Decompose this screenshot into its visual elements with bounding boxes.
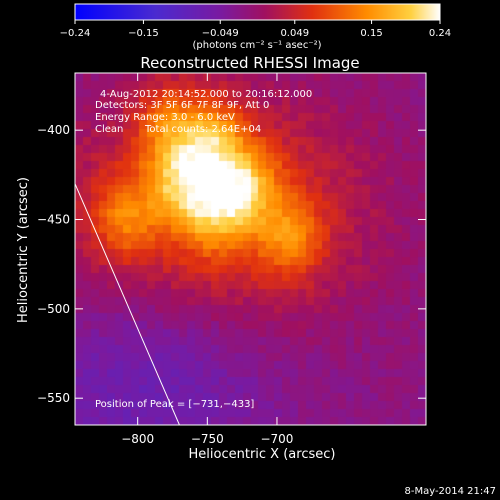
y-tick-label: −550 (37, 391, 70, 405)
colorbar-tick-label: 0.15 (360, 28, 382, 39)
chart-title: Reconstructed RHESSI Image (140, 54, 359, 72)
annotation-time: 4-Aug-2012 20:14:52.000 to 20:16:12.000 (100, 89, 312, 100)
annotation-counts: Total counts: 2.64E+04 (144, 124, 261, 135)
annotation-energy: Energy Range: 3.0 - 6.0 keV (95, 112, 235, 123)
colorbar-tick-label: −0.049 (202, 28, 239, 39)
axes: −800 −750 −700 −400 −450 −500 −550 (37, 73, 426, 446)
heatmap-raster (75, 73, 426, 425)
annotation-peak: Position of Peak = [−731,−433] (95, 399, 254, 410)
annotation-method: Clean (95, 124, 123, 135)
x-tick-label: −800 (121, 432, 154, 446)
colorbar-tick-label: 0.24 (429, 28, 451, 39)
y-axis-title: Heliocentric Y (arcsec) (16, 177, 31, 323)
colorbar-tick-label: −0.15 (128, 28, 159, 39)
footer-date: 8-May-2014 21:47 (404, 486, 496, 497)
annotation-detectors: Detectors: 3F 5F 6F 7F 8F 9F, Att 0 (95, 100, 269, 111)
colorbar-ticks: −0.24 −0.15 −0.049 0.049 0.15 0.24 (60, 20, 451, 39)
x-axis-title: Heliocentric X (arcsec) (189, 447, 336, 462)
heatmap-image (75, 73, 426, 425)
y-tick-label: −400 (37, 123, 70, 137)
colorbar-tick-label: −0.24 (60, 28, 91, 39)
x-tick-label: −700 (260, 432, 293, 446)
x-tick-label: −750 (191, 432, 224, 446)
colorbar-tick-label: 0.049 (280, 28, 309, 39)
colorbar (74, 3, 441, 21)
solar-limb-line (75, 183, 180, 425)
y-tick-label: −450 (37, 213, 70, 227)
plot-frame (74, 72, 427, 426)
y-tick-label: −500 (37, 302, 70, 316)
colorbar-unit-label: (photons cm⁻² s⁻¹ asec⁻²) (192, 40, 321, 51)
